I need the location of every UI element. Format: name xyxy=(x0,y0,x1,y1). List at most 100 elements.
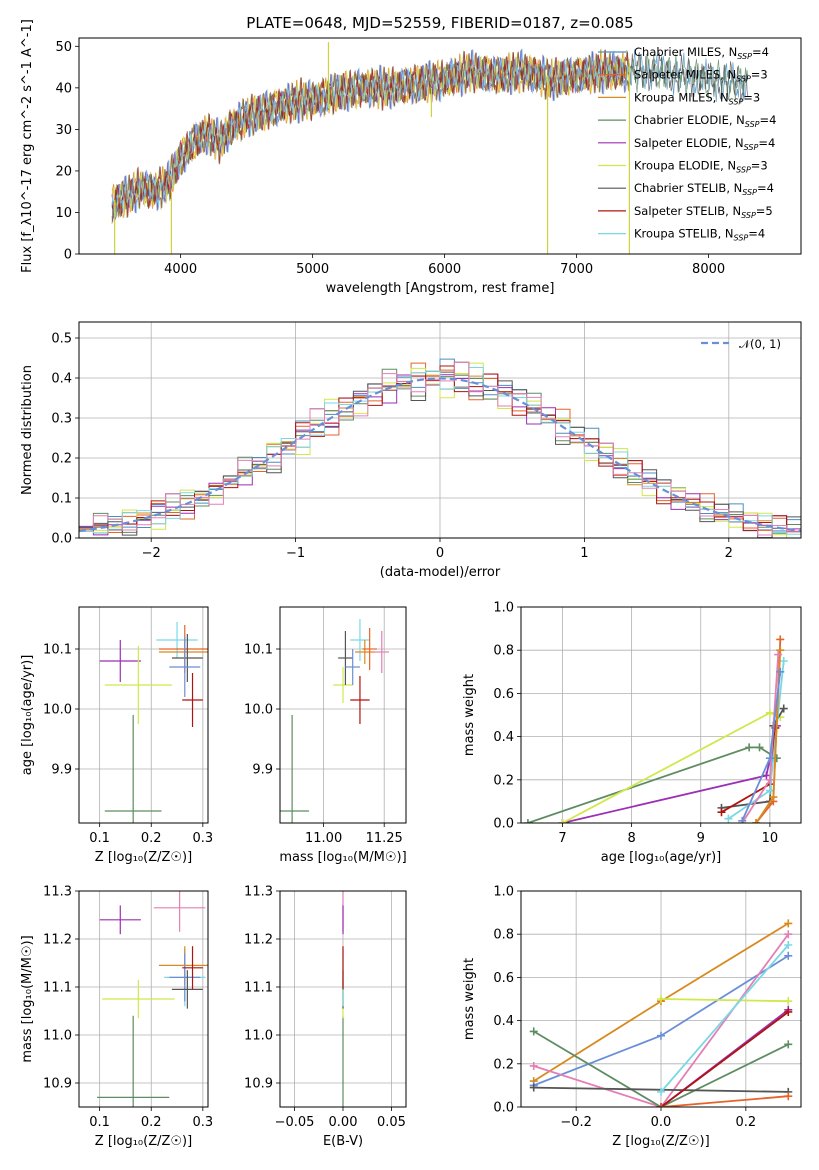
x-tick-label: 9 xyxy=(697,831,705,846)
errorbar-point xyxy=(99,905,141,935)
y-tick-label: 0.2 xyxy=(493,773,514,788)
spectrum-axes: 4000 5000 6000 7000 8000 0 10 20 30 40 50 wavelengt… xyxy=(20,19,802,296)
y-tick-label: 11.2 xyxy=(244,933,273,948)
axes-frame xyxy=(78,321,802,539)
errorbar-point xyxy=(182,946,203,990)
x-axis-label: (data-model)/error xyxy=(380,565,501,580)
errorbar-point xyxy=(355,640,375,664)
mass-weight-marker xyxy=(529,1027,538,1036)
y-tick-label: 0.8 xyxy=(493,928,514,943)
spectrum-model-line xyxy=(111,51,749,223)
mass-weight-marker xyxy=(657,1031,665,1040)
errorbar-point xyxy=(338,631,353,685)
legend-entry: Chabrier ELODIE, NSSP=4 xyxy=(634,113,776,129)
errorbar-point xyxy=(97,1015,170,1107)
mass-weight-marker xyxy=(529,1061,538,1070)
y-tick-label: 10.9 xyxy=(244,1077,273,1092)
x-tick-label: −0.2 xyxy=(560,1115,592,1130)
errorbar-point xyxy=(374,631,390,673)
mass-weight-marker xyxy=(776,635,785,644)
axes-frame xyxy=(520,606,802,824)
y-axis-label: Flux [f_λ10^-17 erg cm^-2 s^-1 A^-1] xyxy=(20,19,35,273)
errorbar-point xyxy=(350,676,370,724)
mass-weight-line xyxy=(660,1095,789,1107)
figure-title: PLATE=0648, MJD=52559, FIBERID=0187, z=0… xyxy=(246,14,633,32)
legend-entry: Chabrier MILES, NSSP=4 xyxy=(634,45,769,61)
x-tick-label: 0.3 xyxy=(192,831,213,846)
x-tick-label: 5000 xyxy=(296,262,329,277)
mass-weight-line xyxy=(533,933,790,1107)
y-tick-label: 0.8 xyxy=(493,644,514,659)
y-tick-label: 0.4 xyxy=(493,1014,514,1029)
spectrum-model-line xyxy=(111,48,630,221)
axes-frame xyxy=(279,890,407,1108)
y-axis-label: mass weight xyxy=(462,674,477,756)
y-tick-label: 10.9 xyxy=(43,1077,72,1092)
y-axis-label: mass [log₁₀(M/M☉)] xyxy=(20,935,35,1062)
errorbar-point xyxy=(104,646,172,724)
x-tick-label: 10 xyxy=(762,831,779,846)
y-tick-label: 10 xyxy=(55,206,72,221)
y-tick-label: 11.1 xyxy=(244,981,273,996)
errorbar-point xyxy=(333,667,353,703)
y-axis-label: Normed distribution xyxy=(20,365,35,495)
massweight_vs_Z-plot-area xyxy=(529,919,793,1107)
y-tick-label: 0.6 xyxy=(493,687,514,702)
y-tick-label: 10.1 xyxy=(244,643,273,658)
y-tick-label: 0.4 xyxy=(51,372,72,387)
x-axis-label: Z [log₁₀(Z/Z☉)] xyxy=(612,1134,709,1149)
axes-frame xyxy=(78,890,209,1108)
x-tick-label: −0.05 xyxy=(275,1115,315,1130)
legend-entry: 𝒩(0, 1) xyxy=(739,337,781,351)
errorbar-point xyxy=(345,649,360,685)
mass-weight-marker xyxy=(779,657,788,665)
x-tick-label: 6000 xyxy=(428,262,461,277)
y-tick-label: 0.6 xyxy=(493,971,514,986)
y-axis-label: mass weight xyxy=(462,958,477,1040)
errorbar-point xyxy=(280,715,310,823)
mass-weight-marker xyxy=(529,1083,538,1092)
errorbar-point xyxy=(169,637,201,697)
y-tick-label: 11.1 xyxy=(43,981,72,996)
y-tick-label: 0.0 xyxy=(493,817,514,832)
y-tick-label: 30 xyxy=(55,123,72,138)
legend-entry: Chabrier STELIB, NSSP=4 xyxy=(634,181,774,197)
x-tick-label: 0 xyxy=(436,546,444,561)
spectrum-model-line xyxy=(111,49,630,218)
x-tick-label: 2 xyxy=(725,546,733,561)
mass-weight-marker xyxy=(523,819,532,823)
y-tick-label: 10.0 xyxy=(244,703,273,718)
y-tick-label: 50 xyxy=(55,40,72,55)
residuals-axes: −2 −1 0 1 2 0.0 0.1 0.2 0.3 0.4 0.5 (data-model)/er… xyxy=(20,321,802,580)
massweight_vs_age-plot-area xyxy=(523,635,788,823)
x-tick-label: 7 xyxy=(558,831,566,846)
y-tick-label: 11.3 xyxy=(43,885,72,900)
y-axis-label: age [log₁₀(age/yr)] xyxy=(20,655,35,776)
errorbar-point xyxy=(104,715,162,823)
x-tick-label: 0.3 xyxy=(192,1115,213,1130)
mass-weight-marker xyxy=(558,819,567,823)
age_vs_Z-axes: 0.1 0.2 0.3 9.9 10.0 10.1 Z [log₁₀(Z/Z☉)] age [… xyxy=(20,606,213,865)
axes-frame xyxy=(78,37,802,255)
x-tick-label: −2 xyxy=(142,546,161,561)
mass-weight-marker xyxy=(776,667,785,676)
mass-weight-marker xyxy=(765,708,774,717)
y-tick-label: 10.1 xyxy=(43,643,72,658)
mass-weight-line xyxy=(527,746,778,823)
mass-weight-marker xyxy=(657,995,665,1003)
y-tick-label: 11.3 xyxy=(244,885,273,900)
x-tick-label: 0.1 xyxy=(89,1115,110,1130)
axes-frame xyxy=(279,606,407,824)
y-tick-label: 9.9 xyxy=(51,763,72,778)
mass-weight-marker xyxy=(717,808,726,817)
mass-weight-marker xyxy=(784,919,793,928)
mass-weight-marker xyxy=(774,650,783,659)
x-tick-label: 0.2 xyxy=(736,1115,757,1130)
errorbar-point xyxy=(171,970,203,1009)
x-axis-label: Z [log₁₀(Z/Z☉)] xyxy=(95,1134,192,1149)
errorbar-point xyxy=(102,979,175,1019)
age_vs_mass-axes: 11.00 11.25 9.9 10.0 10.1 mass [log₁₀(M/M☉)] xyxy=(244,606,407,865)
mass-weight-marker xyxy=(784,941,793,949)
errorbar-point xyxy=(350,619,370,661)
mass-weight-marker xyxy=(779,704,788,713)
